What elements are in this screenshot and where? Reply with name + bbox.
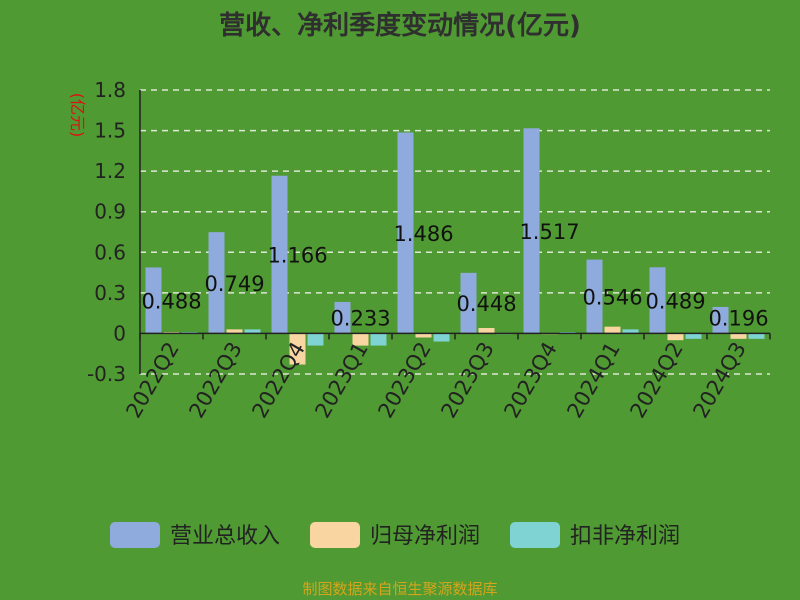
y-tick-label: 0 (113, 321, 126, 345)
source-note: 制图数据来自恒生聚源数据库 (302, 580, 497, 598)
data-label: 0.489 (645, 289, 705, 313)
data-label: 1.486 (393, 222, 453, 246)
bar-net-profit (289, 333, 306, 365)
x-tick-label: 2022Q3 (184, 338, 246, 422)
x-tick-label: 2023Q2 (373, 338, 435, 422)
bar-deducted-net-profit (244, 329, 261, 334)
y-tick-label: 0.3 (94, 281, 126, 305)
data-label: 0.488 (141, 289, 201, 313)
bar-revenue (649, 267, 666, 334)
data-label: 0.448 (456, 292, 516, 316)
y-tick-label: 1.5 (94, 119, 126, 143)
data-label: 1.517 (519, 220, 579, 244)
legend-label: 归母净利润 (370, 524, 480, 549)
legend-swatch (110, 522, 160, 548)
chart-title: 营收、净利季度变动情况(亿元) (219, 10, 581, 41)
y-tick-labels: 1.8 1.5 1.2 0.9 0.6 0.3 0 -0.3 (87, 78, 126, 386)
bar-net-profit (352, 333, 369, 346)
x-tick-label: 2023Q1 (310, 338, 372, 422)
bar-net-profit (226, 329, 243, 334)
bar-revenue (523, 128, 540, 334)
legend-label: 营业总收入 (170, 524, 280, 549)
data-label: 1.166 (267, 244, 327, 268)
bar-revenue (271, 175, 288, 334)
y-tick-label: 0.6 (94, 240, 126, 264)
legend: 营业总收入 归母净利润 扣非净利润 (110, 522, 680, 549)
legend-label: 扣非净利润 (570, 524, 680, 549)
bar-deducted-net-profit (622, 329, 639, 334)
bar-revenue (145, 267, 162, 334)
data-label: 0.196 (708, 306, 768, 330)
bar-deducted-net-profit (433, 333, 450, 342)
data-label: 0.546 (582, 286, 642, 310)
bar-deducted-net-profit (370, 333, 387, 346)
x-tick-label: 2023Q4 (499, 338, 561, 422)
y-tick-label: 1.8 (94, 78, 126, 102)
legend-swatch (510, 522, 560, 548)
bar-deducted-net-profit (748, 333, 765, 339)
bar-revenue (397, 132, 414, 334)
x-tick-label: 2022Q4 (247, 338, 309, 422)
bar-revenue (460, 272, 477, 334)
bar-net-profit (415, 333, 432, 338)
bar-revenue (208, 232, 225, 334)
x-tick-label: 2024Q3 (688, 338, 750, 422)
grid-lines (140, 89, 770, 375)
bar-net-profit (667, 333, 684, 341)
y-tick-label: -0.3 (87, 362, 126, 386)
x-tick-label: 2024Q2 (625, 338, 687, 422)
bar-revenue (712, 306, 729, 334)
x-tick-label: 2024Q1 (562, 338, 624, 422)
bar-revenue (334, 301, 351, 334)
bars (145, 128, 765, 365)
data-label: 0.749 (204, 272, 264, 296)
y-tick-label: 1.2 (94, 159, 126, 183)
y-tick-label: 0.9 (94, 200, 126, 224)
bar-deducted-net-profit (685, 333, 702, 339)
bar-revenue (586, 259, 603, 334)
legend-swatch (310, 522, 360, 548)
bar-net-profit (478, 328, 495, 334)
bar-deducted-net-profit (307, 333, 324, 346)
y-axis-label: (亿元) (68, 93, 87, 138)
axes (139, 90, 771, 374)
bar-net-profit (604, 326, 621, 334)
x-tick-label: 2022Q2 (121, 338, 183, 422)
x-tick-label: 2023Q3 (436, 338, 498, 422)
data-label: 0.233 (330, 306, 390, 330)
x-tick-labels: 2022Q2 2022Q3 2022Q4 2023Q1 2023Q2 2023Q3 2023… (121, 338, 750, 422)
bar-net-profit (730, 333, 747, 339)
